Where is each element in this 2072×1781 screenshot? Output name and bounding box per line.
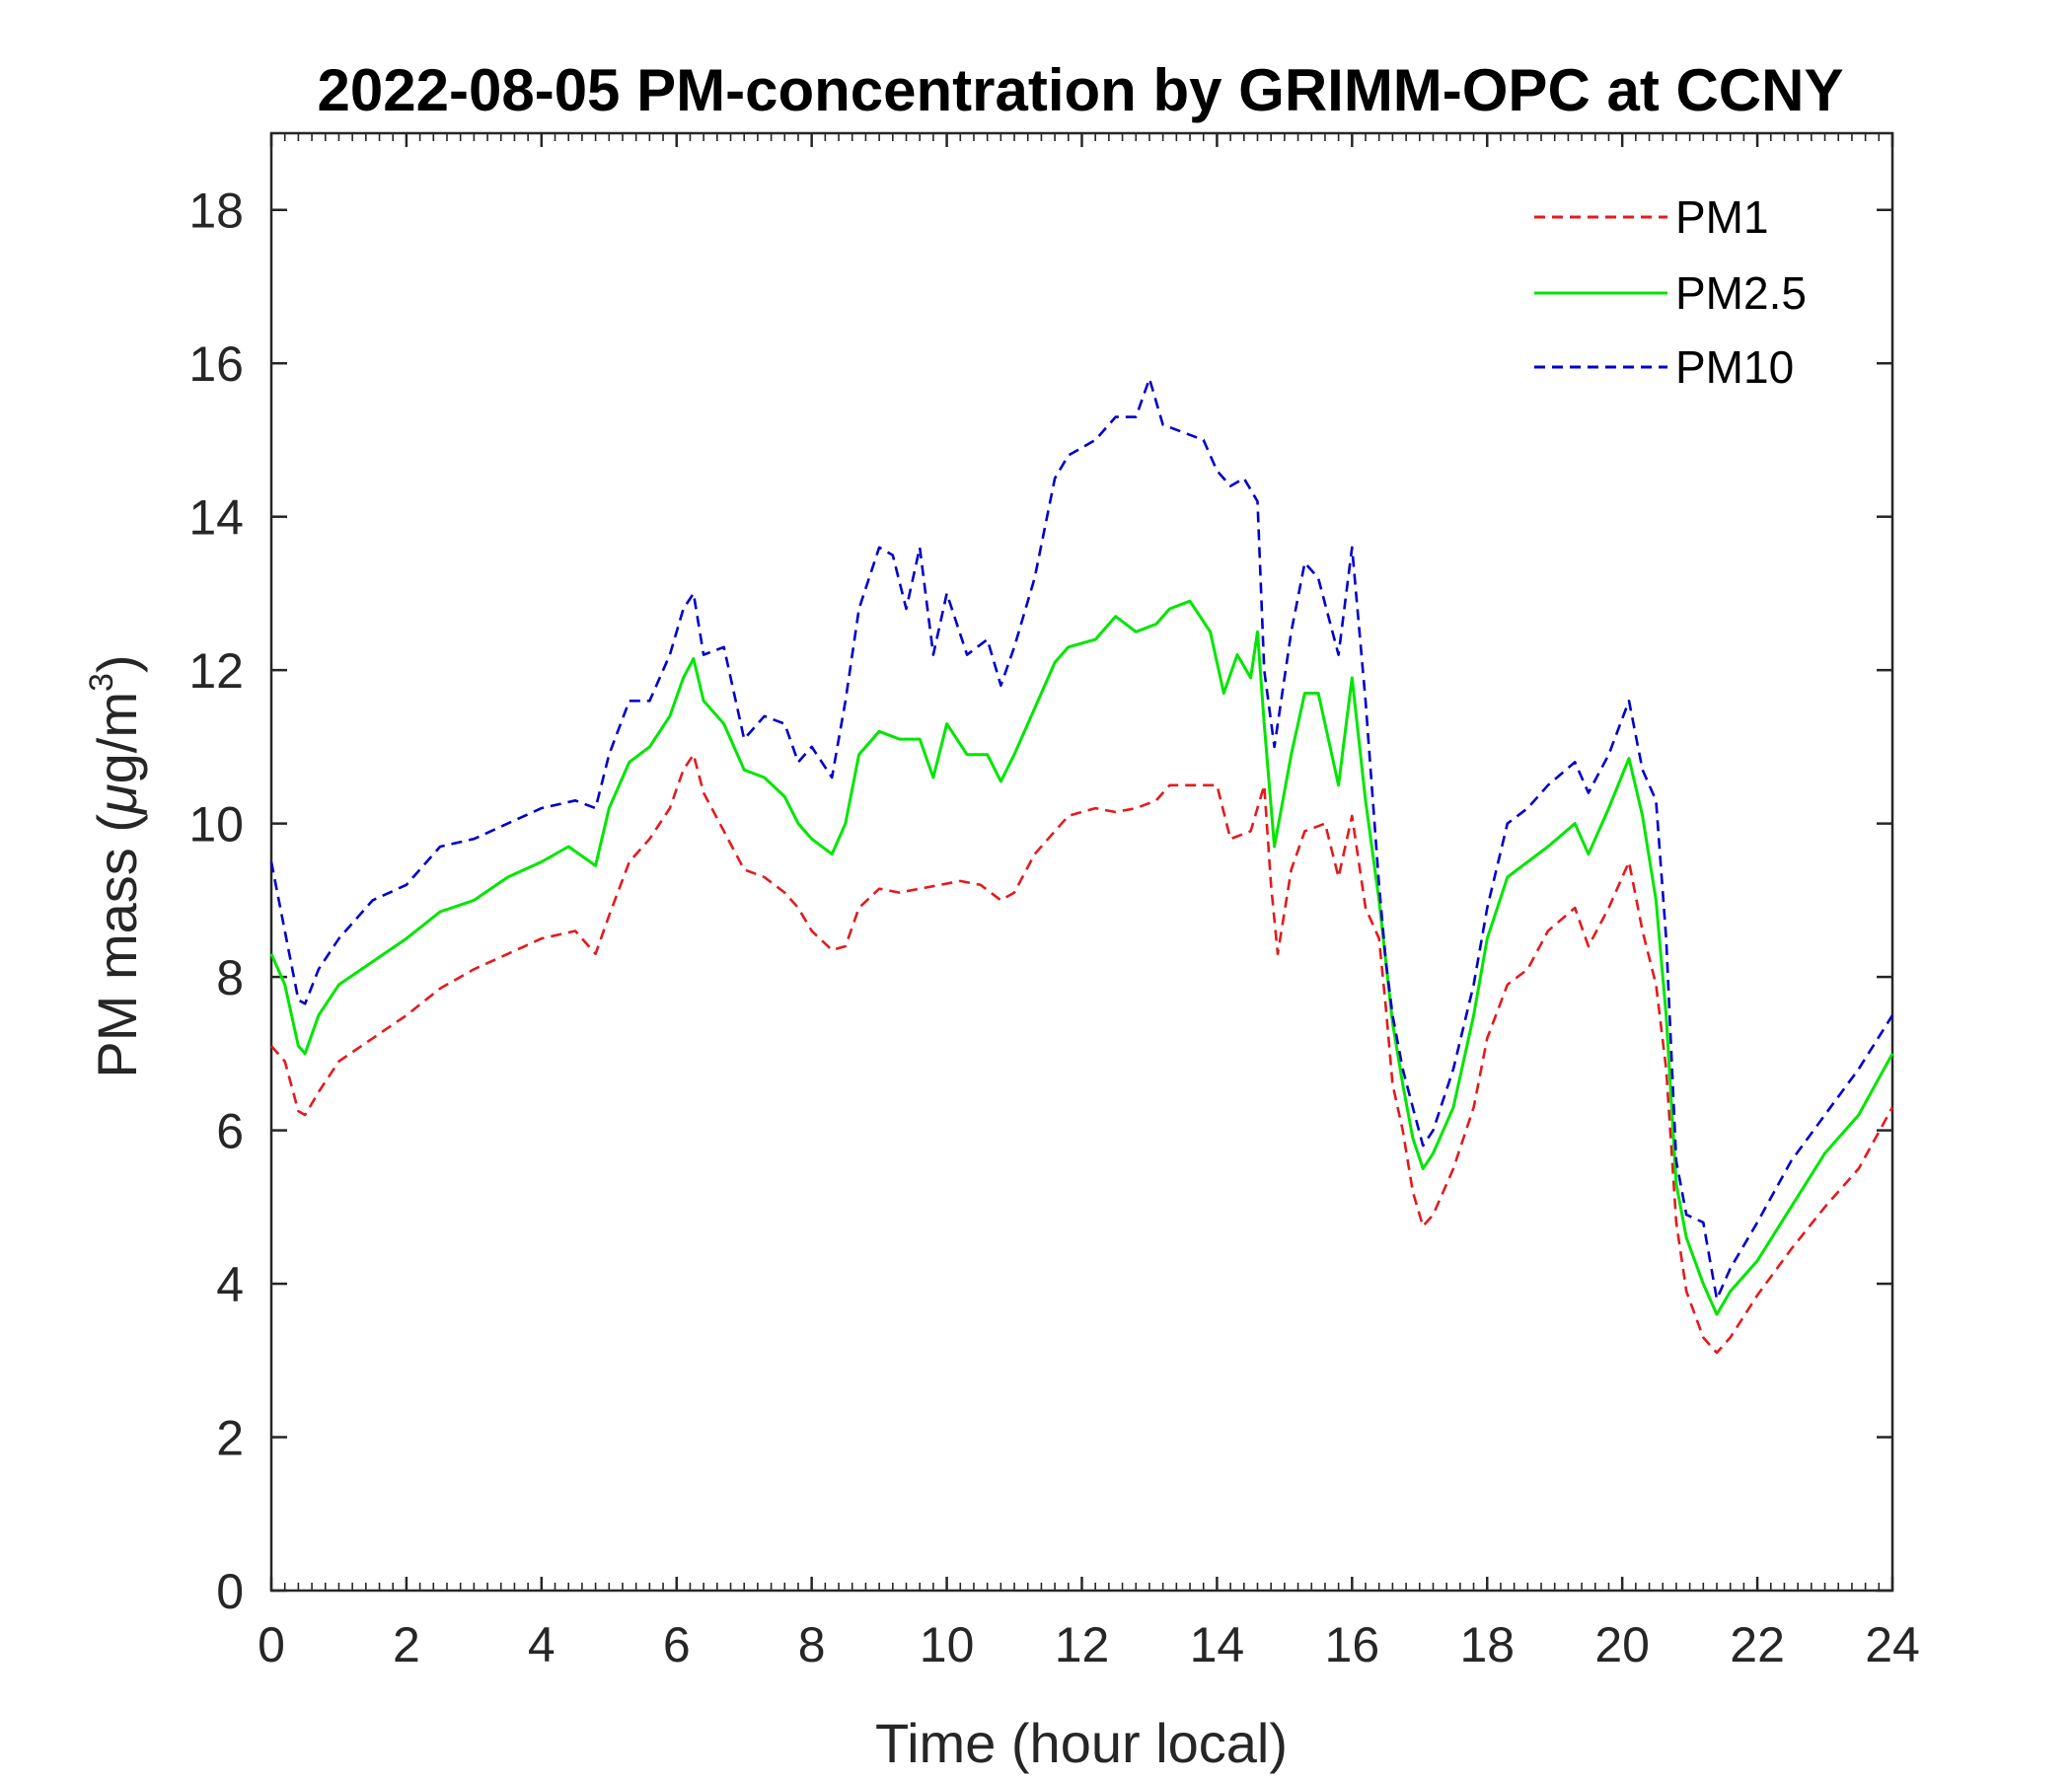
legend-label-pm10: PM10: [1675, 341, 1794, 393]
y-tick-label: 10: [188, 797, 244, 853]
y-axis-label-mu: μ: [86, 783, 148, 816]
y-tick-label: 18: [188, 184, 244, 239]
x-axis-label: Time (hour local): [875, 1712, 1288, 1774]
y-tick-label: 6: [216, 1104, 244, 1159]
y-tick-label: 12: [188, 643, 244, 699]
series-line-pm25: [269, 599, 1894, 1316]
legend: PM1 PM2.5 PM10: [1534, 191, 1807, 393]
x-tick-label: 2: [393, 1617, 420, 1672]
series-line-pm1: [270, 753, 1894, 1355]
x-tick-label: 12: [1055, 1617, 1110, 1672]
x-tick-label: 10: [920, 1617, 975, 1672]
y-tick-label: 16: [188, 336, 244, 392]
x-tick-label: 22: [1730, 1617, 1785, 1672]
y-tick-label: 4: [216, 1257, 244, 1312]
x-tick-label: 20: [1594, 1617, 1650, 1672]
y-axis-label-superscript: 3: [83, 673, 120, 692]
x-tick-labels: 0 2 4 6 8 10 12 14 16 18 20 22 24: [258, 1617, 1920, 1672]
y-tick-label: 0: [216, 1564, 244, 1619]
series-lines: [269, 377, 1894, 1355]
x-tick-label: 16: [1325, 1617, 1380, 1672]
y-axis-label-unit: g/m: [86, 692, 148, 783]
y-axis-label: PM mass (μg/m3): [83, 654, 148, 1077]
y-tick-label: 14: [188, 490, 244, 546]
series-line-pm10: [269, 377, 1894, 1300]
legend-label-pm25: PM2.5: [1675, 267, 1807, 319]
x-tick-label: 18: [1459, 1617, 1515, 1672]
y-tick-labels: 0 2 4 6 8 10 12 14 16 18: [188, 184, 244, 1619]
y-tick-label: 2: [216, 1411, 244, 1466]
y-tick-label: 8: [216, 950, 244, 1005]
x-tick-label: 14: [1190, 1617, 1245, 1672]
y-axis-label-main: PM mass (: [86, 814, 148, 1078]
x-tick-label: 8: [798, 1617, 826, 1672]
y-axis-label-close: ): [86, 654, 148, 673]
axis-ticks: [269, 133, 1894, 1593]
x-tick-label: 4: [528, 1617, 555, 1672]
x-tick-label: 24: [1865, 1617, 1920, 1672]
x-tick-label: 0: [258, 1617, 285, 1672]
x-tick-label: 6: [663, 1617, 691, 1672]
legend-label-pm1: PM1: [1675, 191, 1769, 243]
chart-title: 2022-08-05 PM-concentration by GRIMM-OPC…: [318, 57, 1844, 123]
